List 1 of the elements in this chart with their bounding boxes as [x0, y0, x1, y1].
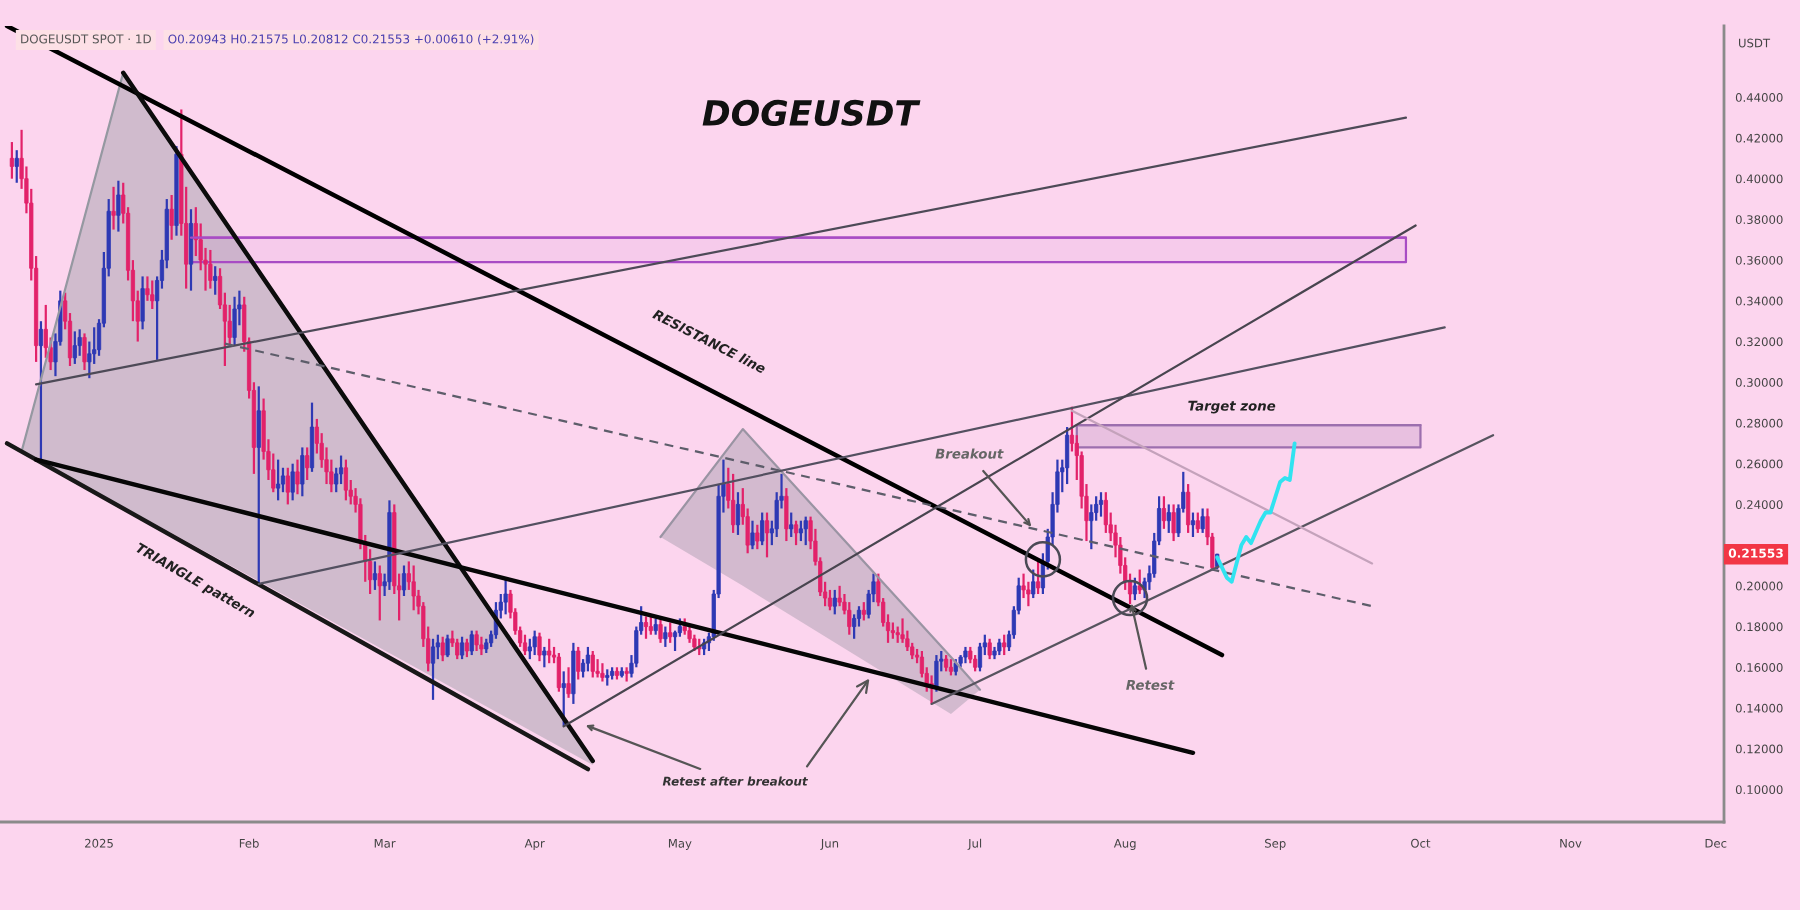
text: DOGEUSDT [702, 99, 921, 127]
